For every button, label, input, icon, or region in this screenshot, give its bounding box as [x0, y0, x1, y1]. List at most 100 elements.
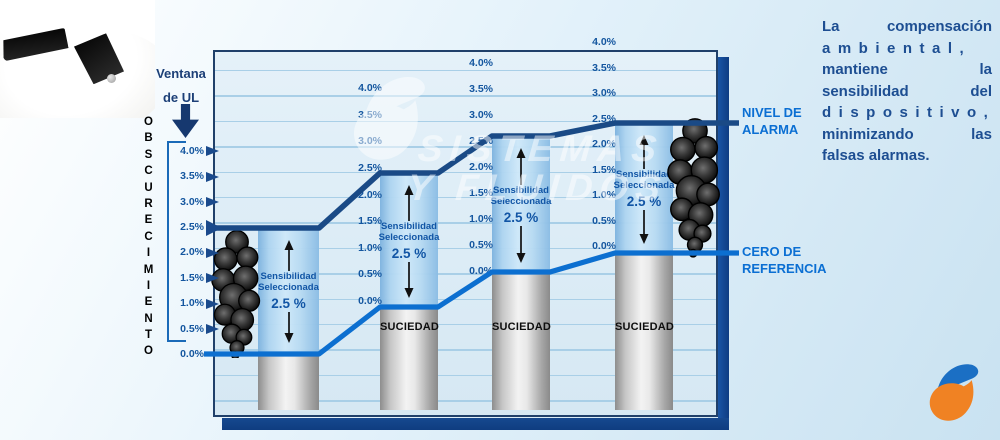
sensitivity-label-line2: Seleccionada [258, 282, 319, 293]
dirt-label: SUCIEDAD [615, 321, 675, 333]
sensitivity-bar: Sensibilidad Seleccionada 2.5 % [490, 137, 552, 273]
axis-title-letter: N [144, 312, 153, 325]
bar-scale-tick-label: 2.0% [469, 161, 493, 173]
paragraph-word: la [979, 61, 992, 78]
down-arrow-icon [284, 311, 293, 343]
axis-title-letter: T [144, 329, 153, 342]
alarm-level-label: NIVEL DE ALARMA [742, 105, 802, 138]
gridline [215, 247, 716, 250]
sensitivity-value: 2.5 % [271, 295, 306, 311]
bar-scale-tick-label: 3.0% [592, 87, 616, 99]
paragraph-word: las [971, 125, 992, 143]
bar-scale-tick-label: 2.5% [469, 135, 493, 147]
gridline [215, 374, 716, 377]
gridline [215, 95, 716, 97]
paragraph-line: mantiene la [822, 59, 992, 81]
axis-title-letter: I [146, 247, 151, 260]
up-arrow-icon [284, 239, 293, 271]
bar-scale-tick-label: 3.0% [469, 109, 493, 121]
smoke-cloud-icon [667, 118, 720, 258]
paragraph-line: dispositivo, [822, 104, 996, 121]
gridline [215, 70, 716, 72]
paragraph-line: minimizando las [822, 124, 992, 146]
paragraph-word: minimizando [822, 125, 914, 143]
axis-tick-label: 3.0% [180, 195, 204, 208]
bar-scale-tick-label: 4.0% [469, 57, 493, 69]
gridline [215, 400, 716, 402]
sensitivity-bar: Sensibilidad Seleccionada 2.5 % [378, 174, 440, 308]
chart-shadow-right [718, 57, 729, 430]
gridline [215, 120, 716, 123]
axis-tick-arrow-icon [206, 220, 222, 236]
axis-title-letter: O [144, 345, 153, 358]
ul-window-label: Ventana de UL [150, 62, 212, 110]
axis-tick-label: 0.0% [180, 348, 204, 360]
paragraph-word: compensación [886, 18, 992, 35]
paragraph-line: falsas alarmas. [822, 147, 930, 164]
down-arrow-icon [639, 209, 649, 244]
axis-tick-label: 0.5% [180, 322, 204, 335]
bar-scale-tick-label: 1.5% [469, 187, 493, 199]
axis-title-letter: R [144, 197, 153, 210]
bar-scale-tick-label: 0.5% [469, 239, 493, 251]
sensitivity-label-line1: Sensibilidad [381, 220, 437, 232]
bar-scale-tick-label: 1.5% [592, 163, 616, 176]
paragraph-word: mantiene [822, 61, 888, 78]
zero-reference-line1: CERO DE [742, 244, 802, 259]
paragraph-word: sensibilidad [822, 82, 909, 100]
bar-scale-tick-label: 3.0% [358, 135, 382, 148]
bar-scale-tick-label: 0.0% [358, 295, 382, 307]
sensitivity-bar: Sensibilidad Seleccionada 2.5 % [258, 229, 319, 353]
alarm-level-line2: ALARMA [742, 121, 799, 137]
bar-scale-tick-label: 1.5% [358, 215, 382, 228]
zero-reference-line2: REFERENCIA [742, 260, 827, 276]
dirt-column: SUCIEDAD [492, 273, 551, 410]
up-arrow-icon [404, 184, 414, 221]
up-arrow-icon [639, 134, 649, 169]
axis-tick-label: 1.5% [180, 271, 204, 284]
axis-title-letter: M [143, 263, 154, 276]
sensitivity-label-line1: Sensibilidad [260, 270, 317, 282]
axis-title-letter: C [144, 165, 153, 178]
paragraph-word: La [822, 18, 840, 35]
paragraph-line: ambiental, [822, 39, 972, 57]
detector-pin [107, 74, 116, 83]
dirt-column: SUCIEDAD [615, 254, 675, 410]
flame-swoosh-logo-icon [929, 364, 979, 421]
bar-scale-tick-label: 1.0% [469, 213, 493, 225]
bar-scale-tick-label: 2.5% [358, 162, 382, 174]
bar-scale-tick-label: 0.0% [592, 240, 616, 252]
ul-window-bracket [167, 141, 186, 342]
axis-title-letter: C [144, 230, 153, 243]
bar-scale-tick-label: 2.0% [358, 188, 382, 201]
bar-scale-tick-label: 1.0% [592, 189, 616, 201]
dirt-column [258, 353, 319, 410]
axis-title-letter: E [144, 214, 153, 227]
bar-scale-tick-label: 2.0% [592, 138, 616, 150]
bar-scale-tick-label: 0.5% [592, 214, 616, 227]
axis-title-letter: I [146, 279, 151, 292]
axis-tick-arrow-icon [206, 197, 219, 208]
axis-title-letter: B [144, 132, 153, 145]
sensitivity-label-line1: Sensibilidad [616, 168, 672, 180]
paragraph-line: sensibilidad del [822, 81, 992, 103]
sensitivity-label-line2: Seleccionada [613, 180, 675, 191]
bar-scale-tick-label: 3.5% [592, 61, 616, 74]
axis-tick-label: 4.0% [180, 144, 204, 157]
sensitivity-label-line2: Seleccionada [378, 232, 440, 243]
axis-tick-label: 1.0% [180, 297, 204, 310]
bar-scale-tick-label: 3.5% [358, 108, 382, 121]
alarm-level-line1: NIVEL DE [742, 105, 802, 120]
down-arrow-icon [516, 225, 526, 263]
compensation-paragraph: La compensación ambiental, mantiene la sensib… [822, 16, 992, 167]
ul-window-line2: de UL [162, 90, 200, 105]
axis-title-letter: U [144, 181, 153, 194]
zero-reference-label: CERO DE REFERENCIA [742, 244, 827, 277]
sensitivity-value: 2.5 % [503, 209, 539, 225]
sensitivity-label-line2: Seleccionada [490, 196, 552, 207]
bar-scale-tick-label: 2.5% [592, 112, 616, 125]
down-arrow-icon [404, 261, 414, 298]
axis-title-letter: S [144, 148, 153, 161]
